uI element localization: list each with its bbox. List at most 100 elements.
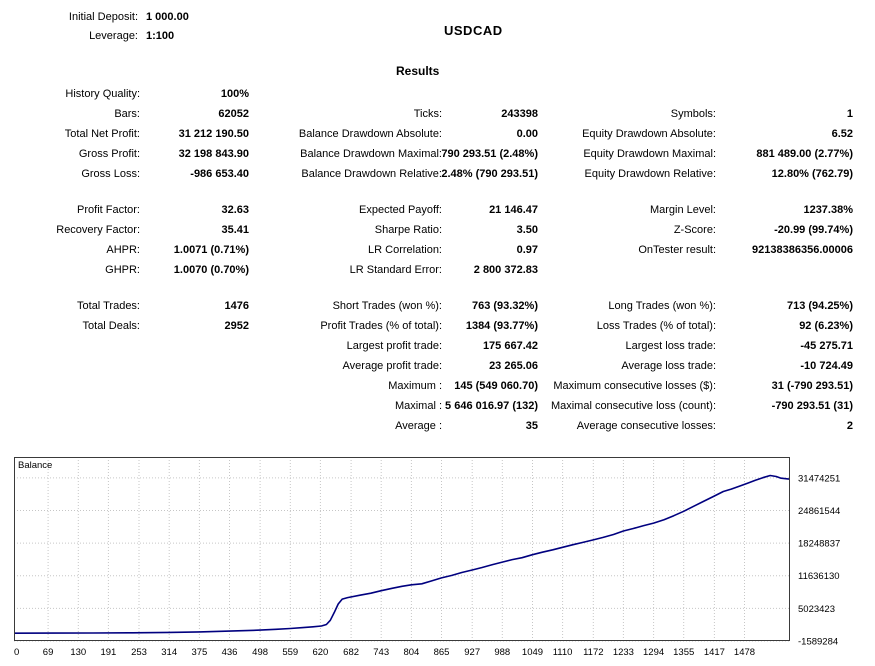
stat-label: Total Net Profit: [64, 128, 140, 140]
stat-value: 1476 [224, 300, 249, 312]
svg-text:31474251: 31474251 [798, 473, 840, 484]
stat-value: 0.97 [516, 244, 538, 256]
stat-value [716, 260, 853, 280]
stat-value: 2952 [224, 320, 249, 332]
svg-text:865: 865 [434, 647, 450, 658]
stat-label: Balance Drawdown Maximal: [300, 148, 442, 160]
stat-value: 2 800 372.83 [473, 264, 538, 276]
svg-text:18248837: 18248837 [798, 539, 840, 550]
svg-text:1049: 1049 [522, 647, 543, 658]
stat-label: Z-Score: [673, 224, 716, 236]
stat-value: 6.52 [831, 128, 853, 140]
account-info: Initial Deposit: 1 000.00 Leverage: 1:10… [18, 7, 189, 45]
stat-label: Largest loss trade: [625, 340, 717, 352]
stat-value: 1237.38% [803, 204, 853, 216]
stat-label: Profit Trades (% of total): [320, 320, 442, 332]
stat-label: Total Trades: [77, 300, 140, 312]
stat-label: Gross Profit: [78, 148, 140, 160]
svg-text:682: 682 [343, 647, 359, 658]
svg-text:Balance: Balance [18, 460, 52, 471]
stat-value: -10 724.49 [800, 360, 853, 372]
stat-value: 0.00 [516, 128, 538, 140]
stat-label [18, 416, 140, 436]
svg-text:253: 253 [131, 647, 147, 658]
svg-text:314: 314 [161, 647, 177, 658]
stat-value: 35.41 [221, 224, 249, 236]
stat-label: Loss Trades (% of total): [596, 320, 716, 332]
stat-value: 5 646 016.97 (132) [445, 400, 538, 412]
stat-label: Maximum : [388, 380, 442, 392]
stat-label: Symbols: [670, 108, 716, 120]
svg-text:1478: 1478 [734, 647, 755, 658]
stat-label: Ticks: [413, 108, 442, 120]
stat-value: 31 212 190.50 [178, 128, 249, 140]
initial-deposit-row: Initial Deposit: 1 000.00 [18, 7, 189, 26]
svg-text:436: 436 [222, 647, 238, 658]
stat-value: 32 198 843.90 [178, 148, 249, 160]
results-heading: Results [396, 64, 440, 78]
stat-value: 1 [846, 108, 853, 120]
stat-label: Balance Drawdown Relative: [301, 168, 442, 180]
stat-value [442, 84, 538, 104]
svg-text:559: 559 [282, 647, 298, 658]
initial-deposit-label: Initial Deposit: [68, 10, 138, 23]
stats-group-gap [18, 184, 853, 200]
leverage-row: Leverage: 1:100 [18, 26, 189, 45]
stat-value: 92138386356.00006 [752, 244, 853, 256]
stat-value [140, 336, 249, 356]
stat-label [18, 376, 140, 396]
symbol-title: USDCAD [444, 23, 503, 38]
stat-value: -790 293.51 (31) [771, 400, 853, 412]
stat-value [140, 356, 249, 376]
svg-text:927: 927 [464, 647, 480, 658]
stat-label: Long Trades (won %): [608, 300, 716, 312]
svg-text:11636130: 11636130 [798, 571, 840, 582]
svg-text:69: 69 [43, 647, 54, 658]
stat-label [538, 260, 716, 280]
stat-label: LR Correlation: [368, 244, 442, 256]
svg-text:620: 620 [312, 647, 328, 658]
stat-label: Expected Payoff: [359, 204, 442, 216]
svg-text:1294: 1294 [643, 647, 664, 658]
stat-label: Average : [395, 420, 442, 432]
svg-text:1110: 1110 [553, 647, 573, 658]
balance-chart: Balance -1589284 5023423 11636130 18248837 24… [13, 457, 875, 666]
svg-text:375: 375 [191, 647, 207, 658]
stat-value [140, 396, 249, 416]
stat-label: Gross Loss: [81, 168, 140, 180]
svg-text:-1589284: -1589284 [798, 637, 838, 648]
svg-text:5023423: 5023423 [798, 604, 835, 615]
stat-value [140, 376, 249, 396]
stat-value: 1384 (93.77%) [465, 320, 538, 332]
svg-text:1172: 1172 [583, 647, 603, 658]
stat-label: Balance Drawdown Absolute: [298, 128, 442, 140]
stat-label: Equity Drawdown Relative: [584, 168, 716, 180]
svg-text:1417: 1417 [704, 647, 725, 658]
stat-label: Maximum consecutive losses ($): [553, 380, 716, 392]
stat-value: 100% [220, 88, 249, 100]
stat-label: OnTester result: [638, 244, 716, 256]
stat-label: Average profit trade: [342, 360, 442, 372]
stat-label: Largest profit trade: [346, 340, 442, 352]
stat-value: 881 489.00 (2.77%) [756, 148, 853, 160]
stat-label [249, 84, 442, 104]
stat-value: 92 (6.23%) [799, 320, 853, 332]
stat-value: 243398 [501, 108, 538, 120]
stat-value [140, 416, 249, 436]
stat-value: -20.99 (99.74%) [774, 224, 853, 236]
balance-chart-svg: Balance -1589284 5023423 11636130 18248837 24… [13, 457, 840, 658]
stat-value: 145 (549 060.70) [454, 380, 538, 392]
stat-value: 23 265.06 [489, 360, 538, 372]
stat-value: 21 146.47 [489, 204, 538, 216]
stat-value: 2.48% (790 293.51) [441, 168, 538, 180]
stat-label: Total Deals: [82, 320, 140, 332]
stat-value: 35 [525, 420, 538, 432]
stat-label: Average consecutive losses: [576, 420, 716, 432]
stat-label: History Quality: [65, 88, 140, 100]
stat-label: GHPR: [105, 264, 140, 276]
svg-text:191: 191 [100, 647, 116, 658]
stat-value: 31 (-790 293.51) [771, 380, 853, 392]
svg-text:0: 0 [14, 647, 19, 658]
stat-label: Sharpe Ratio: [374, 224, 442, 236]
stat-label: Maximal : [394, 400, 442, 412]
